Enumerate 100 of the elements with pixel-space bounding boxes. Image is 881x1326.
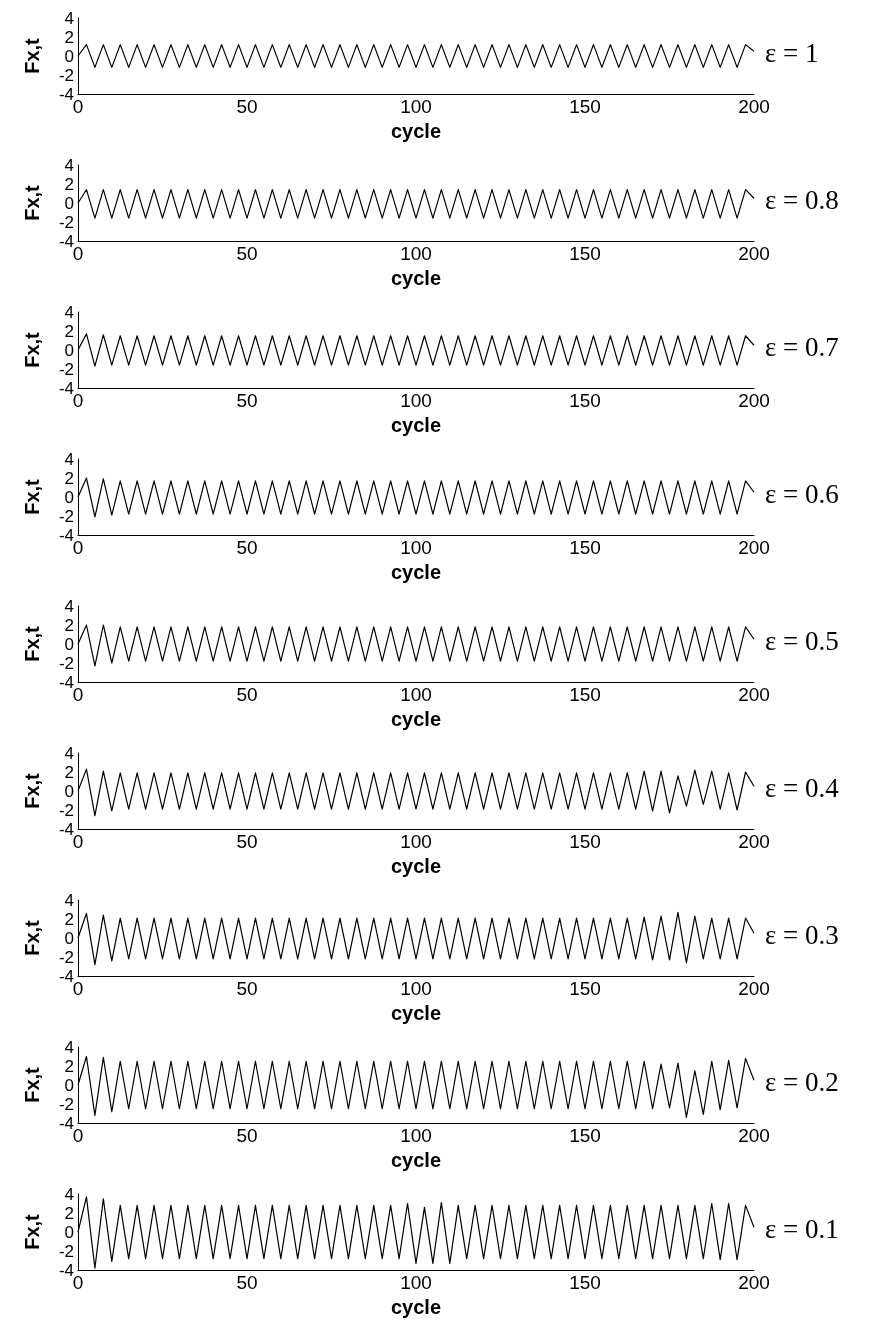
y-tick-label: 0 [64,928,74,948]
y-tick-label: 2 [64,27,74,47]
y-tick-label: -4 [58,672,74,692]
x-tick-label: 200 [738,684,770,705]
x-tick-label: 100 [400,831,432,852]
y-tick-label: 4 [64,1184,74,1204]
x-axis-title: cycle [390,855,442,877]
y-axis-title: Fx,t [21,184,43,221]
y-tick-label: -4 [58,819,74,839]
x-tick-label: 100 [400,537,432,558]
x-tick-label: 50 [236,978,258,999]
x-tick-label: 100 [400,390,432,411]
y-tick-label: 4 [64,596,74,616]
y-tick-label: 4 [64,8,74,28]
y-axis-title: Fx,t [21,37,43,74]
x-axis-title: cycle [390,1149,442,1171]
x-tick-label: 50 [236,1272,258,1293]
x-tick-label: 200 [738,243,770,264]
y-tick-label: -2 [58,1094,74,1114]
x-axis-title: cycle [390,1002,442,1024]
x-tick-label: 50 [236,537,258,558]
x-tick-label: 100 [400,684,432,705]
y-tick-label: -4 [58,1113,74,1133]
x-axis-title: cycle [390,1296,442,1318]
x-tick-label: 150 [569,1272,601,1293]
y-tick-label: -2 [58,947,74,967]
y-tick-label: 0 [64,634,74,654]
x-axis-title: cycle [390,414,442,436]
y-tick-label: -4 [58,84,74,104]
text: ε = 0.4 [765,772,840,803]
text: ε = 0.6 [765,478,839,509]
x-tick-label: 100 [400,1125,432,1146]
x-axis-title: cycle [390,267,442,289]
x-tick-label: 50 [236,96,258,117]
y-tick-label: -2 [58,212,74,232]
y-tick-label: -2 [58,653,74,673]
y-tick-label: 2 [64,321,74,341]
x-tick-label: 200 [738,978,770,999]
y-tick-label: -4 [58,966,74,986]
y-axis-title: Fx,t [21,772,43,809]
y-tick-label: 4 [64,155,74,175]
x-tick-label: 50 [236,831,258,852]
x-axis-title: cycle [390,708,442,730]
x-tick-label: 150 [569,390,601,411]
x-axis-title: cycle [390,561,442,583]
x-tick-label: 150 [569,831,601,852]
y-tick-label: -2 [58,800,74,820]
y-axis-title: Fx,t [21,1213,43,1250]
x-tick-label: 50 [236,390,258,411]
y-axis-title: Fx,t [21,1066,43,1103]
y-axis-title: Fx,t [21,625,43,662]
x-tick-label: 200 [738,537,770,558]
y-tick-label: 2 [64,909,74,929]
y-tick-label: -4 [58,231,74,251]
x-tick-label: 100 [400,1272,432,1293]
text: ε = 0.7 [765,331,839,362]
x-tick-label: 50 [236,243,258,264]
line-series [77,1196,755,1269]
text: ε = 0.8 [765,184,839,215]
x-tick-label: 200 [738,96,770,117]
y-tick-label: -2 [58,506,74,526]
text: ε = 0.1 [765,1213,839,1244]
y-tick-label: 0 [64,1222,74,1242]
x-tick-label: 150 [569,978,601,999]
y-axis-title: Fx,t [21,331,43,368]
x-axis-title: cycle [390,120,442,142]
text: ε = 0.2 [765,1066,839,1097]
y-tick-label: 4 [64,890,74,910]
y-tick-label: 0 [64,1075,74,1095]
x-tick-label: 150 [569,537,601,558]
x-tick-label: 100 [400,243,432,264]
y-tick-label: 0 [64,487,74,507]
x-tick-label: 50 [236,684,258,705]
y-tick-label: 4 [64,743,74,763]
y-tick-label: 2 [64,615,74,635]
y-tick-label: 2 [64,1203,74,1223]
x-tick-label: 150 [569,684,601,705]
y-tick-label: 2 [64,468,74,488]
x-tick-label: 100 [400,978,432,999]
y-tick-label: -2 [58,1241,74,1261]
y-tick-label: 0 [64,193,74,213]
y-tick-label: 4 [64,302,74,322]
y-tick-label: 0 [64,340,74,360]
y-tick-label: 2 [64,1056,74,1076]
text: ε = 0.5 [765,625,839,656]
x-tick-label: 200 [738,390,770,411]
y-tick-label: 2 [64,174,74,194]
y-tick-label: 0 [64,781,74,801]
y-axis-title: Fx,t [21,919,43,956]
y-tick-label: -4 [58,378,74,398]
y-tick-label: 4 [64,449,74,469]
text: ε = 0.3 [765,919,839,950]
y-tick-label: -4 [58,1260,74,1280]
x-tick-label: 150 [569,243,601,264]
x-tick-label: 150 [569,96,601,117]
y-tick-label: -2 [58,359,74,379]
text: ε = 1 [765,37,819,68]
y-tick-label: 4 [64,1037,74,1057]
y-tick-label: 0 [64,46,74,66]
y-tick-label: 2 [64,762,74,782]
